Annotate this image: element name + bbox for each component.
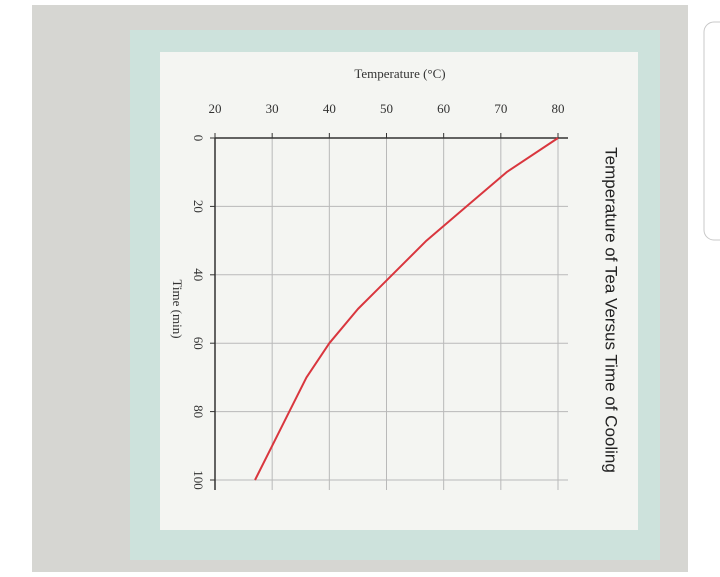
- x-tick-label: 100: [191, 470, 206, 490]
- chart-panel: [160, 52, 638, 530]
- side-card: [703, 21, 720, 241]
- rotated-chart: Temperature of Tea Versus Time of Coolin…: [170, 66, 621, 490]
- y-tick-label: 70: [494, 101, 507, 116]
- x-tick-label: 60: [191, 337, 206, 350]
- x-tick-label: 40: [191, 268, 206, 281]
- y-tick-label: 20: [209, 101, 222, 116]
- y-tick-label: 80: [552, 101, 565, 116]
- x-axis-label: Time (min): [170, 279, 185, 338]
- y-tick-label: 60: [437, 101, 450, 116]
- y-tick-label: 50: [380, 101, 393, 116]
- y-tick-label: 30: [266, 101, 279, 116]
- chart-title: Temperature of Tea Versus Time of Coolin…: [602, 147, 621, 473]
- y-axis-label: Temperature (°C): [354, 66, 445, 81]
- x-tick-label: 80: [191, 405, 206, 418]
- x-tick-label: 0: [191, 135, 206, 142]
- y-tick-label: 40: [323, 101, 336, 116]
- x-tick-label: 20: [191, 200, 206, 213]
- data-line: [254, 137, 559, 481]
